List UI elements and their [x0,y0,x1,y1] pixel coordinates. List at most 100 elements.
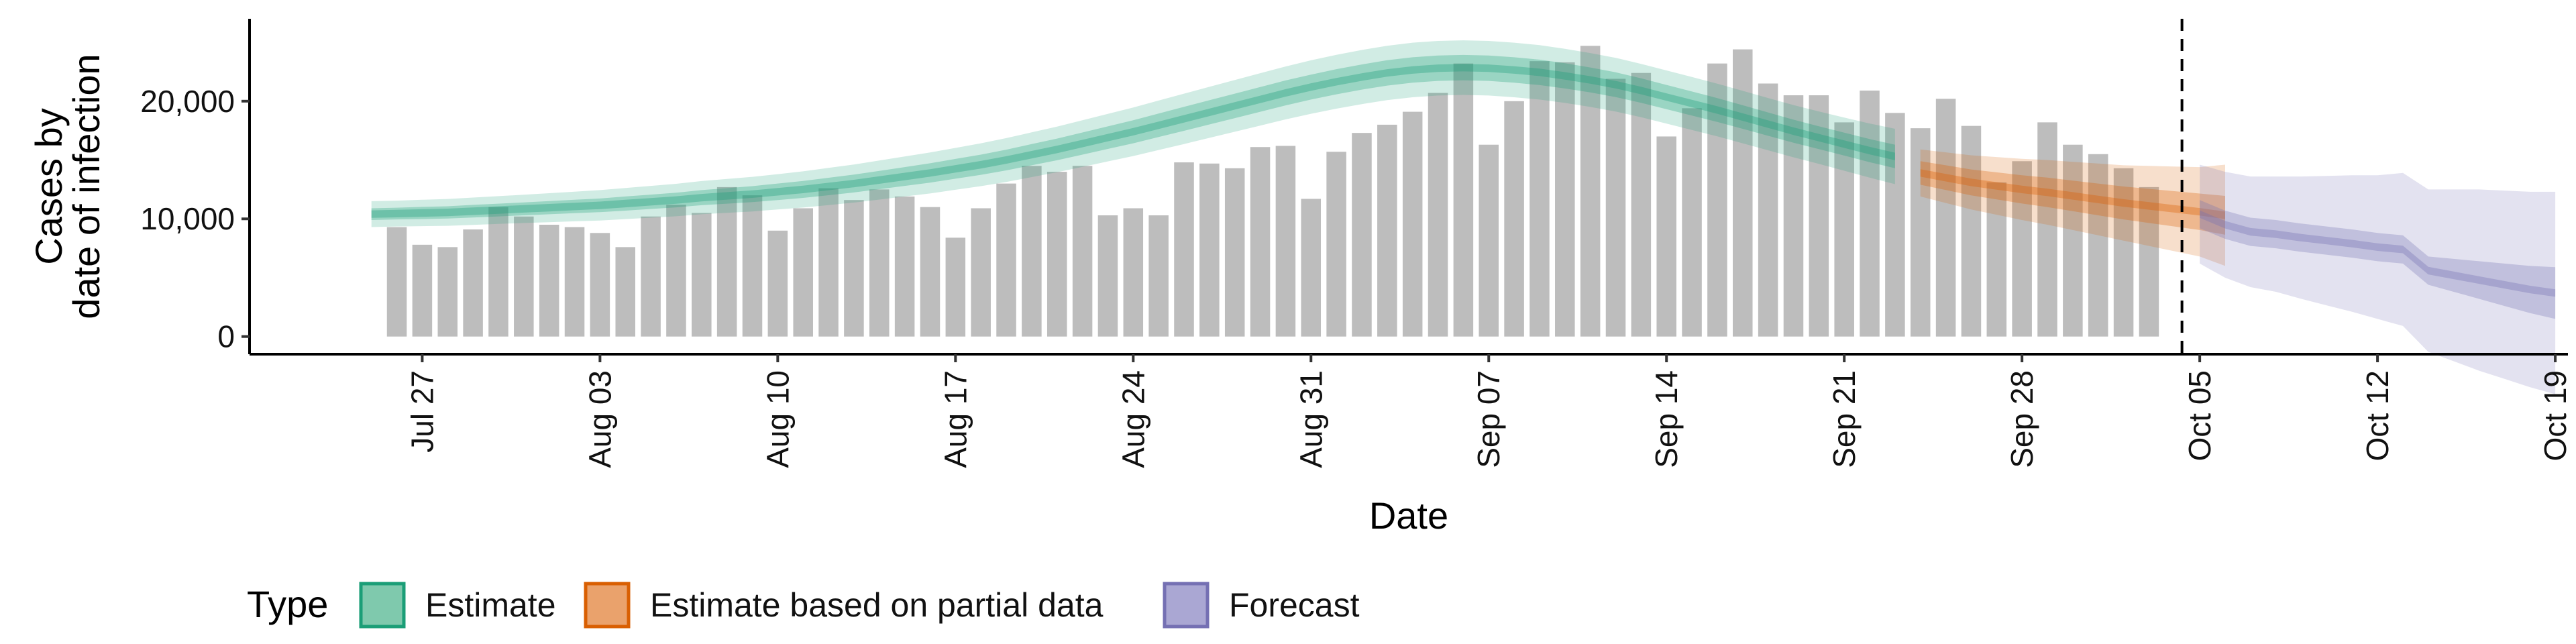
case-bar [1783,95,1804,337]
ribbon-median [1920,169,2225,219]
case-bar [742,195,763,337]
case-bar [2139,186,2159,337]
case-bar [437,247,458,337]
case-bar [1733,49,1753,337]
case-bar [463,229,483,337]
x-axis-title: Date [1369,494,1448,537]
case-bar [1224,168,1245,337]
case-bar [1275,146,1296,337]
legend-label: Estimate based on partial data [650,586,1104,624]
case-bar [488,207,508,337]
case-bar [2012,161,2032,337]
case-bar [1352,133,1372,337]
case-bar [1935,99,1956,337]
case-bar [1860,91,1880,337]
y-axis-title-line-1: Cases by [28,108,70,264]
legend-label: Forecast [1229,586,1360,624]
case-bar [1046,172,1067,337]
case-bar [716,186,737,337]
case-bar [1123,208,1144,337]
case-bar [641,216,661,337]
x-tick-label: Sep 28 [2004,370,2039,468]
case-bar [539,225,559,337]
case-bar [1250,147,1271,337]
case-bar [514,216,534,337]
case-bar [1097,215,1118,337]
case-bar [615,247,635,337]
y-tick-label: 20,000 [140,84,235,119]
case-bar [1326,152,1346,337]
case-bar [1910,128,1931,337]
x-tick-label: Oct 19 [2538,370,2573,462]
case-bar [1479,144,1499,337]
case-bar [2088,154,2108,337]
case-bar [996,183,1016,337]
x-tick-label: Aug 10 [760,370,795,468]
case-bar [1758,83,1778,337]
ribbons-layer [371,40,2556,394]
ribbon-inner [1920,161,2225,235]
axes-layer: 0 10,000 20,000 Jul 27 Aug 03 Aug 10 Aug 17 Aug… [140,19,2573,468]
case-bar [1707,63,1727,337]
x-tick-label: Sep 14 [1649,370,1684,468]
ribbon-median [2200,210,2556,297]
ribbon-inner [2200,200,2556,319]
case-bar [1301,199,1322,337]
y-tick-label: 10,000 [140,201,235,236]
case-bar [564,227,585,337]
legend-key [584,582,631,629]
case-bar [1986,182,2007,337]
case-bar [767,230,788,337]
legend-label: Estimate [425,586,556,624]
case-bar [1022,166,1042,337]
case-bar [2063,144,2083,337]
x-tick-label: Sep 21 [1827,370,1862,468]
case-bar [1529,61,1550,337]
case-bar [1072,166,1093,337]
case-bar [1682,108,1702,337]
case-bar [1174,162,1194,337]
case-bar [844,200,864,337]
x-tick-label: Aug 31 [1293,370,1328,468]
x-tick-label: Sep 07 [1471,370,1506,468]
case-bar [1148,215,1169,337]
x-tick-label: Oct 12 [2360,370,2395,462]
case-bar [1428,93,1448,337]
case-bar [1377,124,1397,337]
case-bar [1453,63,1474,337]
x-tick-label: Jul 27 [405,370,439,453]
ribbon-inner [371,54,1895,221]
case-bar [1885,113,1905,337]
ribbon-outer [2200,164,2556,394]
case-bar [1656,136,1676,337]
bars-layer [386,46,2159,337]
case-bar [386,227,407,337]
case-bar [1199,163,1220,337]
case-bar [945,237,966,337]
case-bar [692,213,712,337]
case-bar [1605,78,1626,337]
case-bar [1402,111,1423,337]
case-bar [1580,46,1601,337]
case-bar [869,189,890,337]
y-axis-title-line-2: date of infection [65,54,107,319]
legend-title: Type [247,583,328,625]
case-bar [1834,122,1854,337]
case-bar [2113,168,2134,337]
case-bar [971,208,991,337]
case-bar [1961,125,1982,337]
legend-key [1163,582,1210,629]
case-bar [412,244,433,337]
case-bar [894,196,915,337]
case-bar [793,208,813,337]
case-bar [1631,72,1652,337]
case-bar [2037,122,2057,337]
y-tick-label: 0 [217,319,235,354]
case-bar [818,188,839,337]
x-tick-label: Aug 17 [938,370,973,468]
x-tick-label: Aug 24 [1116,370,1150,468]
x-tick-label: Aug 03 [582,370,617,468]
legend: Type Estimate Estimate based on partial d… [247,582,1360,629]
